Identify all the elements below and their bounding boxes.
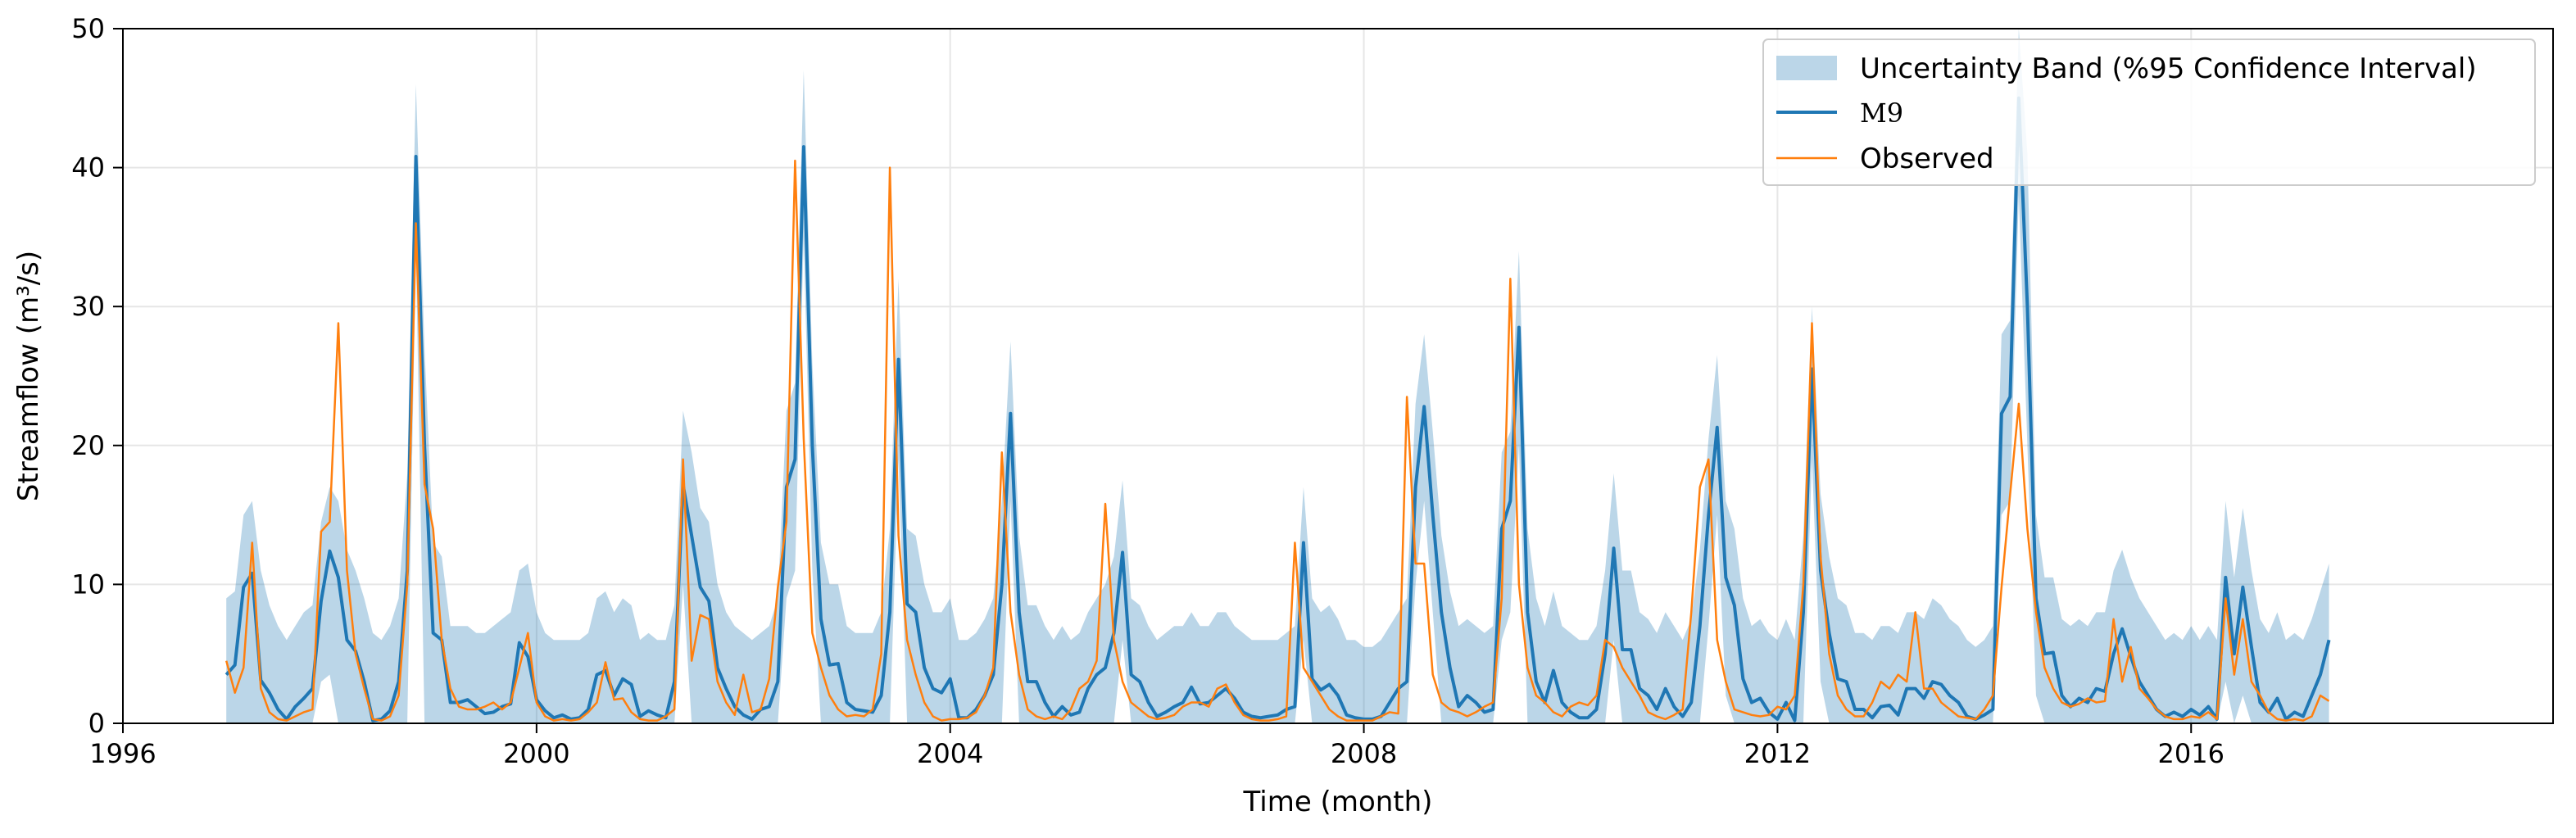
series-lines	[224, 96, 2331, 722]
x-tick-label: 1996	[89, 738, 156, 769]
x-tick-label: 2008	[1331, 738, 1397, 769]
x-axis-label: Time (month)	[1243, 786, 1433, 818]
legend-band-label: Uncertainty Band (%95 Confidence Interva…	[1860, 52, 2477, 85]
y-tick-label: 0	[88, 708, 105, 739]
uncertainty-band	[226, 29, 2329, 723]
axis-ticks: 1996 2000 2004 2008 2012 2016 0 10 20 30 40 50	[71, 13, 2225, 769]
y-tick-label: 40	[71, 152, 105, 183]
model-series-line	[224, 96, 2331, 722]
observed-series-line	[225, 159, 2330, 722]
legend: Uncertainty Band (%95 Confidence Interva…	[1762, 39, 2536, 186]
y-tick-label: 50	[71, 13, 105, 44]
y-tick-label: 30	[71, 291, 105, 322]
x-tick-label: 2004	[917, 738, 983, 769]
y-tick-label: 20	[71, 430, 105, 461]
x-tick-label: 2000	[503, 738, 569, 769]
plot-frame	[122, 28, 2554, 724]
legend-model-label: M9	[1860, 97, 1903, 129]
x-tick-label: 2012	[1744, 738, 1811, 769]
x-tick-label: 2016	[2158, 738, 2225, 769]
y-axis-label: Streamflow (m³/s)	[12, 251, 45, 501]
legend-observed-label: Observed	[1860, 143, 1994, 175]
legend-box	[1762, 39, 2536, 186]
y-tick-label: 10	[71, 568, 105, 600]
legend-band-swatch	[1776, 56, 1837, 80]
uncertainty-band-area	[226, 29, 2329, 723]
